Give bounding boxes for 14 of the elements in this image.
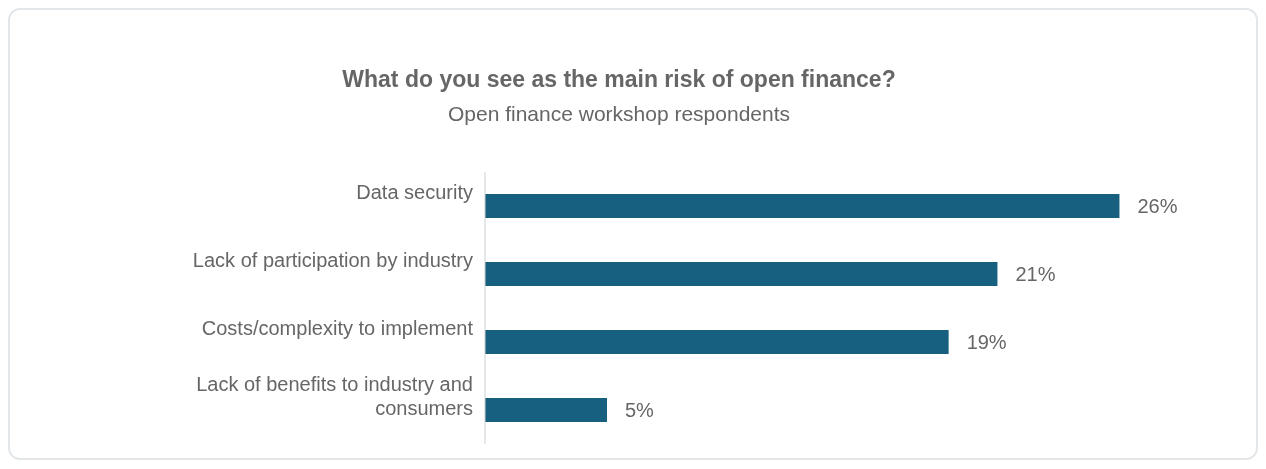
chart-subtitle: Open finance workshop respondents [446,102,792,126]
bar [485,330,949,354]
bar [485,262,998,286]
data-label: 5% [625,399,655,421]
y-tick-label: Costs/complexity to implement [201,317,474,339]
y-tick-label: Lack of participation by industry [192,249,473,271]
data-label: 26% [1137,195,1178,217]
y-tick-label: Lack of benefits to industry and consumers [196,373,473,419]
y-tick-label: Data security [356,181,473,203]
chart-title: What do you see as the main risk of open finance? [341,66,897,93]
data-label: 19% [966,331,1007,353]
bar [485,194,1120,218]
data-label: 21% [1015,263,1056,285]
bar [485,398,608,422]
